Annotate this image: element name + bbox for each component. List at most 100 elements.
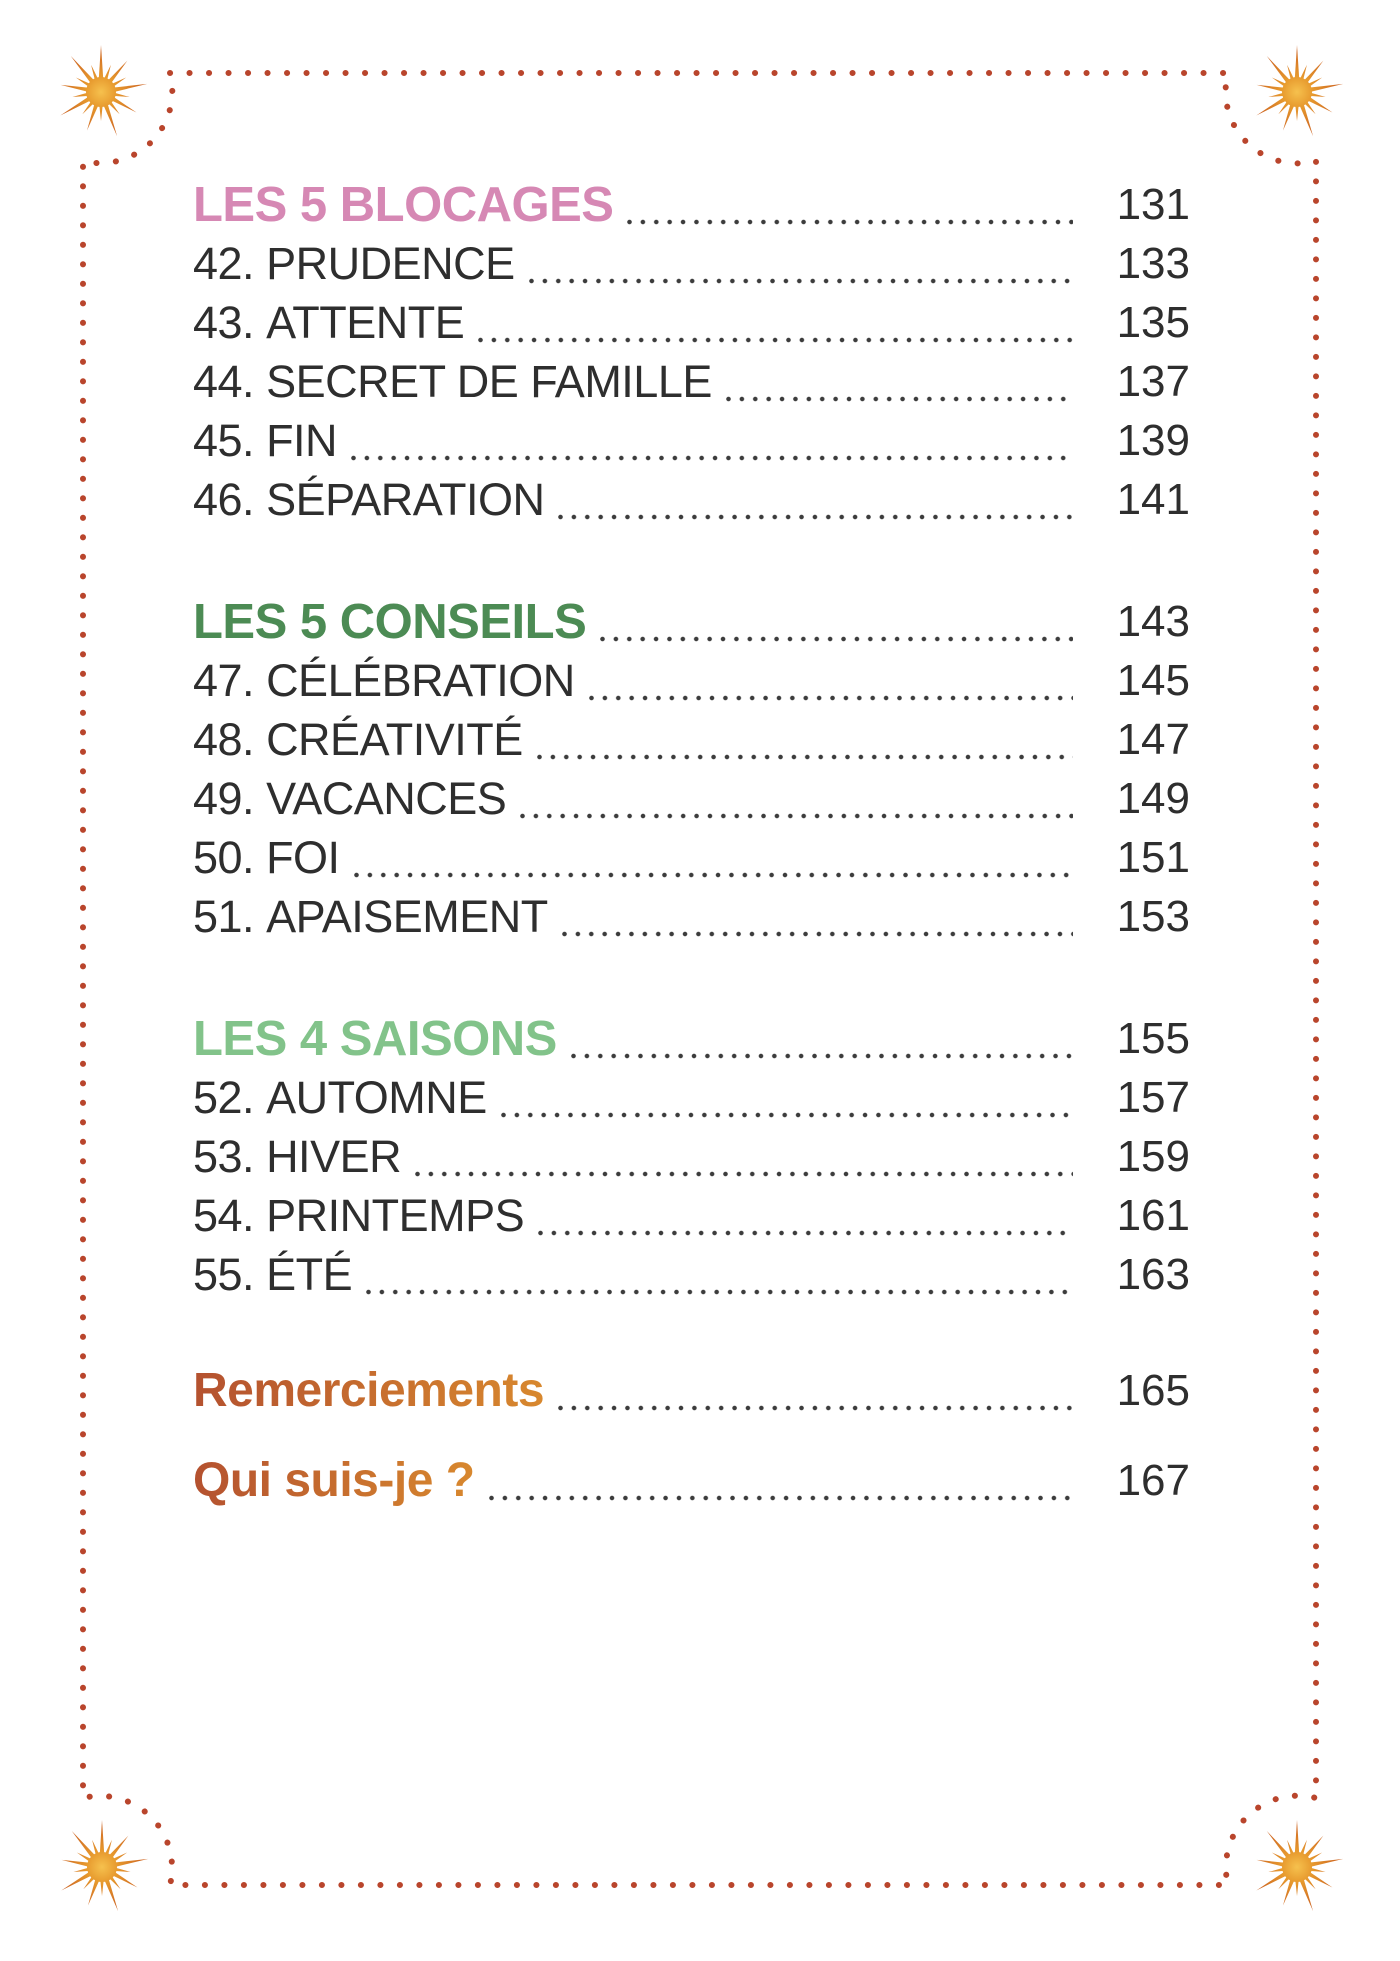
page-number: 161 [1116, 1190, 1190, 1240]
toc-entry-label: 44. SECRET DE FAMILLE [193, 356, 712, 408]
page-number: 145 [1116, 655, 1190, 705]
page-number: 151 [1116, 832, 1190, 882]
table-of-contents: LES 5 BLOCAGES 131 42. PRUDENCE 133 43. ATTENT… [193, 175, 1190, 1510]
page-number: 137 [1116, 356, 1190, 406]
entry-number: 47. [193, 654, 255, 706]
dot-leader [712, 352, 1095, 411]
page-number: 133 [1116, 238, 1190, 288]
page-number: 157 [1116, 1072, 1190, 1122]
page-number: 131 [1116, 179, 1190, 229]
toc-entry-row: 50. FOI 151 [193, 828, 1190, 887]
page-number: 159 [1116, 1131, 1190, 1181]
entry-title: AUTOMNE [266, 1071, 487, 1123]
dot-leader [352, 1245, 1095, 1304]
dot-leader [337, 411, 1095, 470]
page-number: 163 [1116, 1249, 1190, 1299]
page-number: 153 [1116, 891, 1190, 941]
entry-title: ATTENTE [266, 296, 465, 348]
section-heading: LES 4 SAISONS [193, 1011, 557, 1066]
toc-entry-label: 47. CÉLÉBRATION [193, 655, 575, 707]
dot-leader [464, 293, 1095, 352]
dot-leader [586, 592, 1095, 651]
dot-leader [544, 1361, 1095, 1420]
page-number: 135 [1116, 297, 1190, 347]
toc-entry-row: 43. ATTENTE 135 [193, 293, 1190, 352]
section-heading: LES 5 BLOCAGES [193, 177, 614, 232]
page-number: 167 [1116, 1455, 1190, 1505]
toc-entry-row: 53. HIVER 159 [193, 1127, 1190, 1186]
dot-leader [340, 828, 1095, 887]
page-number: 141 [1116, 474, 1190, 524]
entry-title: FOI [266, 831, 340, 883]
dot-leader [523, 710, 1095, 769]
entry-number: 43. [193, 296, 255, 348]
page-number: 165 [1116, 1365, 1190, 1415]
dot-leader [515, 234, 1095, 293]
entry-title: CÉLÉBRATION [266, 654, 575, 706]
toc-entry-label: 46. SÉPARATION [193, 473, 545, 526]
section-heading: LES 5 CONSEILS [193, 594, 587, 649]
toc-entry-row: 45. FIN 139 [193, 411, 1190, 470]
toc-section-row: LES 4 SAISONS 155 [193, 1009, 1190, 1068]
toc-entry-row: 46. SÉPARATION 141 [193, 470, 1190, 529]
page-number: 147 [1116, 714, 1190, 764]
entry-number: 44. [193, 355, 255, 407]
dot-leader [506, 769, 1095, 828]
outro-heading: Remerciements [193, 1364, 545, 1417]
page-number: 139 [1116, 415, 1190, 465]
toc-entry-label: 55. ÉTÉ [193, 1248, 353, 1301]
dot-leader [487, 1068, 1095, 1127]
entry-title: PRINTEMPS [266, 1189, 525, 1241]
toc-entry-row: 52. AUTOMNE 157 [193, 1068, 1190, 1127]
sunburst-icon [1254, 45, 1344, 138]
outro-heading: Qui suis-je ? [193, 1454, 475, 1507]
toc-entry-row: 42. PRUDENCE 133 [193, 234, 1190, 293]
entry-title: APAISEMENT [266, 890, 548, 942]
entry-number: 51. [193, 890, 255, 942]
toc-entry-row: 51. APAISEMENT 153 [193, 887, 1190, 946]
toc-entry-label: 43. ATTENTE [193, 296, 465, 349]
entry-number: 53. [193, 1130, 255, 1182]
dot-leader [557, 1009, 1095, 1068]
dot-leader [475, 1451, 1095, 1510]
toc-entry-row: 54. PRINTEMPS 161 [193, 1186, 1190, 1245]
toc-outro-row: Qui suis-je ? 167 [193, 1451, 1190, 1510]
page-number: 149 [1116, 773, 1190, 823]
toc-entry-row: 49. VACANCES 149 [193, 769, 1190, 828]
toc-entry-label: 48. CRÉATIVITÉ [193, 714, 523, 766]
entry-number: 52. [193, 1071, 255, 1123]
entry-number: 50. [193, 831, 255, 883]
sunburst-icon [59, 1820, 149, 1913]
dot-leader [613, 175, 1095, 234]
entry-title: HIVER [266, 1130, 402, 1182]
toc-entry-label: 53. HIVER [193, 1130, 402, 1183]
toc-section-row: LES 5 CONSEILS 143 [193, 592, 1190, 651]
entry-number: 48. [193, 713, 255, 765]
page-number: 143 [1116, 596, 1190, 646]
entry-title: ÉTÉ [266, 1248, 353, 1300]
toc-entry-label: 51. APAISEMENT [193, 891, 548, 943]
entry-title: PRUDENCE [266, 237, 515, 289]
dot-leader [575, 651, 1095, 710]
toc-entry-label: 45. FIN [193, 414, 338, 467]
entry-number: 42. [193, 237, 255, 289]
entry-title: CRÉATIVITÉ [266, 713, 523, 765]
toc-section-row: LES 5 BLOCAGES 131 [193, 175, 1190, 234]
entry-number: 46. [193, 473, 255, 525]
toc-entry-row: 55. ÉTÉ 163 [193, 1245, 1190, 1304]
toc-entry-label: 49. VACANCES [193, 772, 507, 825]
entry-number: 55. [193, 1248, 255, 1300]
entry-number: 49. [193, 772, 255, 824]
toc-entry-row: 47. CÉLÉBRATION 145 [193, 651, 1190, 710]
entry-number: 54. [193, 1189, 255, 1241]
page-number: 155 [1116, 1013, 1190, 1063]
toc-entry-label: 52. AUTOMNE [193, 1072, 487, 1124]
entry-title: SÉPARATION [266, 473, 545, 525]
entry-title: SECRET DE FAMILLE [266, 355, 712, 407]
toc-entry-row: 48. CRÉATIVITÉ 147 [193, 710, 1190, 769]
dot-leader [401, 1127, 1095, 1186]
toc-entry-label: 50. FOI [193, 832, 340, 884]
sunburst-icon [58, 45, 148, 138]
entry-number: 45. [193, 414, 255, 466]
